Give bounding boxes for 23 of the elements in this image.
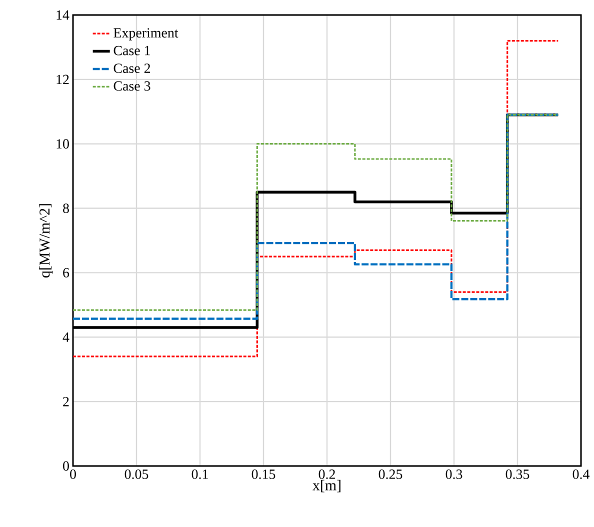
y-tick-label: 8 <box>63 204 69 213</box>
x-tick-label: 0.2 <box>318 470 335 479</box>
x-tick-label: 0.3 <box>446 470 462 479</box>
x-tick-label: 0.1 <box>192 470 208 479</box>
y-tick-label: 6 <box>63 268 70 278</box>
y-axis-title: q[MW/m^2] <box>39 204 53 278</box>
y-tick-label: 0 <box>63 461 69 471</box>
legend-label: Case 3 <box>114 81 150 91</box>
x-tick-label: 0.15 <box>252 470 276 479</box>
legend-label: Experiment <box>114 28 178 40</box>
y-tick-label: 12 <box>56 74 69 84</box>
y-tick-label: 14 <box>56 10 70 20</box>
x-tick-label: 0.25 <box>378 470 402 479</box>
x-axis-title: x[m] <box>312 480 340 492</box>
y-tick-label: 4 <box>62 332 70 342</box>
x-tick-label: 0 <box>70 470 76 479</box>
legend-label: Case 2 <box>114 64 150 73</box>
legend-label: Case 1 <box>114 46 150 56</box>
x-tick-label: 0.35 <box>506 470 530 479</box>
y-tick-label: 10 <box>56 139 69 149</box>
y-tick-label: 2 <box>63 396 69 406</box>
x-tick-label: 0.4 <box>572 470 590 479</box>
x-tick-label: 0.05 <box>124 470 148 479</box>
